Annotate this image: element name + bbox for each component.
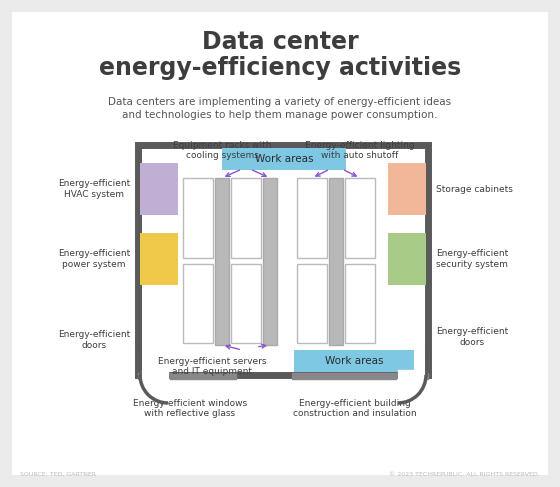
Text: © 2023 TECHREPUBLIC. ALL RIGHTS RESERVED.: © 2023 TECHREPUBLIC. ALL RIGHTS RESERVED…: [389, 471, 540, 476]
Text: Storage cabinets: Storage cabinets: [436, 185, 513, 193]
Text: Energy-efficient
doors: Energy-efficient doors: [436, 327, 508, 347]
Text: Energy-efficient
security system: Energy-efficient security system: [436, 249, 508, 269]
Text: Equipment racks with
cooling systems: Equipment racks with cooling systems: [172, 141, 271, 160]
Bar: [388, 163, 426, 215]
Bar: [215, 178, 229, 345]
Text: Work areas: Work areas: [325, 356, 383, 366]
Bar: [222, 148, 346, 170]
Text: Energy-efficient servers
and IT equipment: Energy-efficient servers and IT equipmen…: [158, 357, 266, 376]
Bar: [183, 263, 213, 343]
Bar: [297, 263, 327, 343]
Bar: [345, 263, 375, 343]
Text: Energy-efficient building
construction and insulation: Energy-efficient building construction a…: [293, 399, 417, 418]
Text: Energy-efficient lighting
with auto shutoff: Energy-efficient lighting with auto shut…: [305, 141, 415, 160]
Bar: [140, 163, 178, 215]
Text: Work areas: Work areas: [255, 154, 313, 164]
Text: Data center
energy-efficiency activities: Data center energy-efficiency activities: [99, 30, 461, 80]
Text: Energy-efficient windows
with reflective glass: Energy-efficient windows with reflective…: [133, 399, 247, 418]
Bar: [388, 233, 426, 285]
Text: SOURCE: TED, GARTNER: SOURCE: TED, GARTNER: [20, 471, 96, 476]
Text: Energy-efficient
power system: Energy-efficient power system: [58, 249, 130, 269]
Bar: [329, 178, 343, 345]
Bar: [231, 178, 261, 258]
Bar: [231, 263, 261, 343]
Text: Data centers are implementing a variety of energy-efficient ideas
and technologi: Data centers are implementing a variety …: [109, 97, 451, 120]
Bar: [263, 178, 277, 345]
Bar: [345, 178, 375, 258]
Bar: [140, 233, 178, 285]
Bar: [138, 145, 428, 375]
Bar: [297, 178, 327, 258]
Bar: [183, 178, 213, 258]
Bar: [294, 350, 414, 372]
Text: Energy-efficient
doors: Energy-efficient doors: [58, 330, 130, 350]
Text: Energy-efficient
HVAC system: Energy-efficient HVAC system: [58, 179, 130, 199]
